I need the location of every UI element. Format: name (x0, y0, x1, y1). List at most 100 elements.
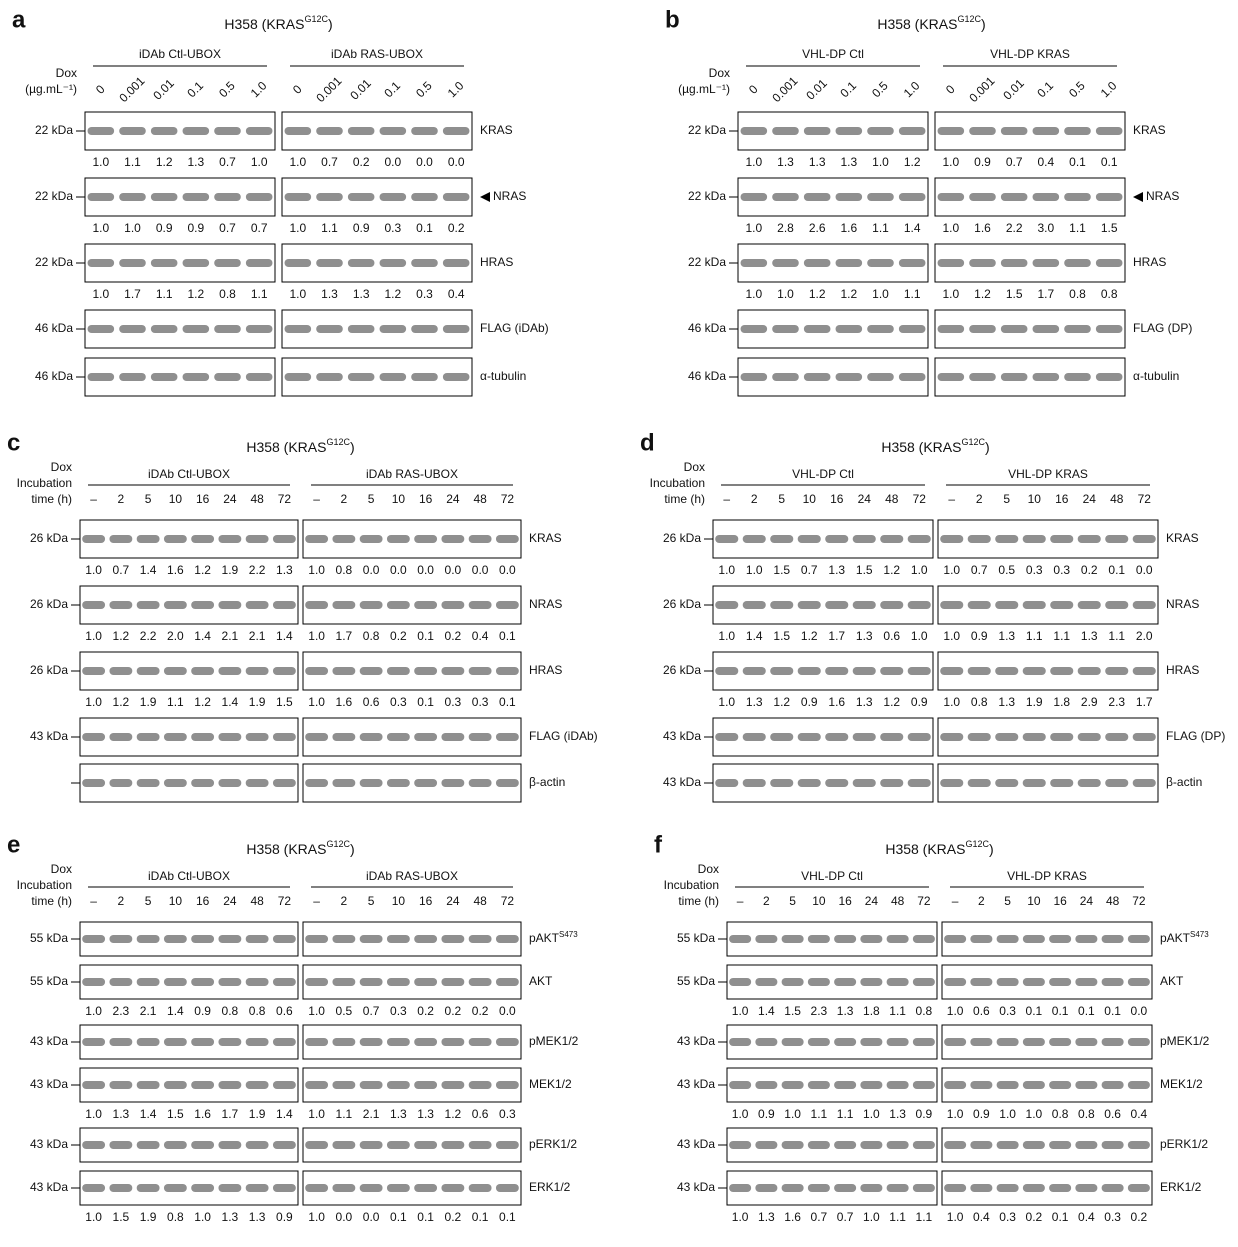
band (913, 1081, 935, 1089)
quant-value: 1.3 (809, 155, 826, 169)
lane-label: 0.01 (803, 76, 830, 103)
band (743, 601, 766, 609)
quant-value: 1.1 (904, 287, 921, 301)
lane-label: 24 (446, 492, 460, 506)
quant-value: 0.3 (445, 695, 462, 709)
band (1075, 1038, 1097, 1046)
band (1096, 259, 1123, 267)
quant-value: 0.2 (353, 155, 370, 169)
band (414, 1081, 437, 1089)
title-end: ) (985, 439, 990, 455)
band (273, 978, 296, 986)
band (860, 1038, 882, 1046)
lane-label: 5 (789, 894, 796, 908)
quant-value: 1.0 (777, 287, 794, 301)
quant-value: 1.4 (276, 1107, 293, 1121)
band (834, 1081, 856, 1089)
quant-value: 0.4 (1131, 1107, 1148, 1121)
band (191, 1081, 214, 1089)
row-label: KRAS (1166, 531, 1199, 545)
title-end: ) (350, 439, 355, 455)
quant-value: 2.9 (1081, 695, 1098, 709)
lane-label: – (948, 492, 955, 506)
dox-label: Dox (56, 66, 77, 80)
group-label: VHL-DP Ctl (792, 467, 854, 481)
quant-value: 1.3 (417, 1107, 434, 1121)
kda-label: 55 kDa (30, 931, 68, 945)
band (782, 1038, 804, 1046)
band (316, 373, 343, 381)
band (729, 1141, 751, 1149)
quant-value: 1.0 (308, 629, 325, 643)
band (1133, 733, 1156, 741)
kda-label: 26 kDa (30, 663, 68, 677)
band (137, 1184, 160, 1192)
band (1033, 127, 1060, 135)
band (1001, 373, 1028, 381)
band (880, 667, 903, 675)
band (414, 978, 437, 986)
row-label: ERK1/2 (1160, 1180, 1202, 1194)
band (880, 601, 903, 609)
band (968, 535, 991, 543)
lane-label: 0.001 (966, 74, 997, 105)
lane-label: 24 (1080, 894, 1094, 908)
kda-label: 43 kDa (30, 1137, 68, 1151)
quant-value: 1.1 (916, 1210, 933, 1224)
band (332, 535, 355, 543)
band (860, 1081, 882, 1089)
band (825, 667, 848, 675)
quant-value: 1.2 (801, 629, 818, 643)
band (770, 779, 793, 787)
lane-label: 2 (341, 894, 348, 908)
quant-value: 1.6 (194, 1107, 211, 1121)
band (1075, 1184, 1097, 1192)
band (1105, 535, 1128, 543)
quant-value: 0.4 (1037, 155, 1054, 169)
band (387, 535, 410, 543)
band (782, 978, 804, 986)
lane-label: – (723, 492, 730, 506)
band (1001, 259, 1028, 267)
quant-value: 0.7 (113, 563, 130, 577)
title-main: H358 (KRAS (877, 16, 957, 32)
band (970, 935, 992, 943)
kda-label: 43 kDa (677, 1034, 715, 1048)
quant-value: 2.8 (777, 221, 794, 235)
quant-value: 1.0 (308, 1107, 325, 1121)
band (496, 1081, 519, 1089)
band (1078, 779, 1101, 787)
band (741, 325, 768, 333)
band (1102, 1081, 1124, 1089)
quant-value: 0.8 (971, 695, 988, 709)
quant-value: 0.2 (448, 221, 465, 235)
title-main: H358 (KRAS (224, 16, 304, 32)
band (804, 193, 831, 201)
band (1001, 325, 1028, 333)
band (1023, 733, 1046, 741)
band (414, 535, 437, 543)
band (899, 373, 926, 381)
panel-title: H358 (KRASG12C) (885, 839, 993, 856)
band (109, 535, 132, 543)
band (164, 1184, 187, 1192)
quant-value: 1.3 (1081, 629, 1098, 643)
band (995, 667, 1018, 675)
quant-value: 1.1 (889, 1210, 906, 1224)
row-label-main: pERK1/2 (1160, 1137, 1208, 1151)
lane-label: 24 (223, 492, 237, 506)
quant-value: 0.4 (472, 629, 489, 643)
band (183, 373, 210, 381)
lane-label: 72 (917, 894, 931, 908)
band (782, 1081, 804, 1089)
quant-value: 1.3 (276, 563, 293, 577)
lane-label: 48 (885, 492, 899, 506)
row-label: pERK1/2 (529, 1137, 577, 1151)
lane-label: 0 (943, 82, 958, 97)
band (441, 535, 464, 543)
row-label: MEK1/2 (1160, 1077, 1203, 1091)
kda-label: 26 kDa (30, 531, 68, 545)
quant-value: 1.0 (308, 1210, 325, 1224)
row-label-main: MEK1/2 (529, 1077, 572, 1091)
band (860, 935, 882, 943)
